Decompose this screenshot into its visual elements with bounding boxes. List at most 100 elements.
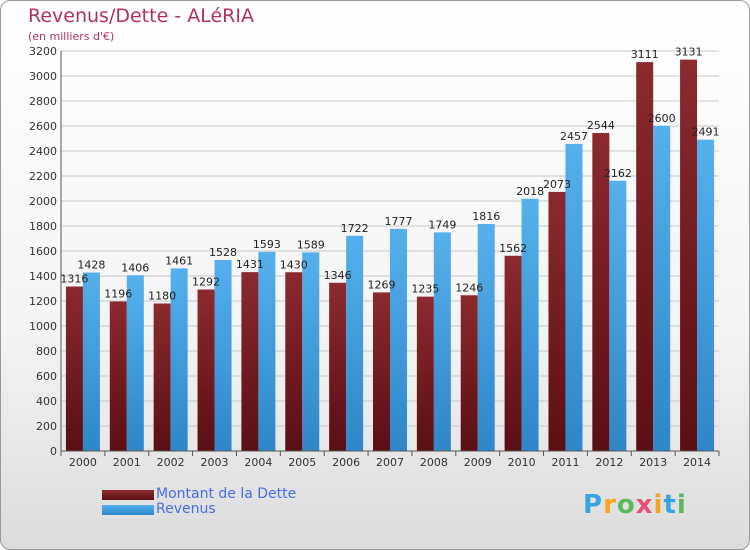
bar-debt xyxy=(109,301,127,451)
logo-letter: i xyxy=(676,490,687,520)
data-label-debt: 3111 xyxy=(631,48,659,61)
y-tick-label: 1200 xyxy=(29,295,57,308)
x-tick-label: 2003 xyxy=(201,456,229,469)
bar-debt xyxy=(65,286,83,451)
legend-label-debt: Montant de la Dette xyxy=(156,486,297,502)
data-label-debt: 2073 xyxy=(543,178,571,191)
x-tick-label: 2014 xyxy=(683,456,711,469)
x-tick-label: 2011 xyxy=(551,456,579,469)
data-label-revenue: 1777 xyxy=(385,215,413,228)
data-label-debt: 1562 xyxy=(499,242,527,255)
data-label-debt: 1180 xyxy=(148,290,176,303)
bar-revenue xyxy=(82,272,100,451)
x-tick-label: 2001 xyxy=(113,456,141,469)
data-label-debt: 1292 xyxy=(192,276,220,289)
bar-debt xyxy=(197,289,215,451)
bar-debt xyxy=(241,272,259,451)
x-tick-label: 2012 xyxy=(595,456,623,469)
y-tick-label: 2200 xyxy=(29,170,57,183)
x-tick-label: 2002 xyxy=(157,456,185,469)
bar-revenue xyxy=(477,224,495,451)
x-tick-label: 2007 xyxy=(376,456,404,469)
legend-label-revenue: Revenus xyxy=(156,501,216,517)
y-tick-label: 2600 xyxy=(29,120,57,133)
data-label-debt: 1235 xyxy=(411,283,439,296)
bar-debt xyxy=(329,282,347,451)
data-label-revenue: 1749 xyxy=(428,218,456,231)
data-label-debt: 1269 xyxy=(368,278,396,291)
bar-revenue xyxy=(170,268,188,451)
data-label-debt: 1316 xyxy=(60,273,88,286)
bar-revenue xyxy=(433,232,451,451)
data-label-debt: 1196 xyxy=(104,288,132,301)
y-tick-label: 200 xyxy=(36,420,57,433)
data-label-debt: 2544 xyxy=(587,119,615,132)
data-label-revenue: 1406 xyxy=(121,261,149,274)
data-label-debt: 1431 xyxy=(236,258,264,271)
logo-letter: P xyxy=(583,490,604,520)
data-label-revenue: 1428 xyxy=(77,259,105,272)
bar-revenue xyxy=(521,198,539,451)
y-tick-label: 2800 xyxy=(29,95,57,108)
bar-revenue xyxy=(697,139,715,451)
data-label-revenue: 1722 xyxy=(341,222,369,235)
data-label-revenue: 2018 xyxy=(516,185,544,198)
bar-debt xyxy=(460,295,478,451)
chart-subtitle: (en milliers d'€) xyxy=(28,30,115,43)
data-label-revenue: 2600 xyxy=(648,112,676,125)
y-tick-label: 1800 xyxy=(29,220,57,233)
bar-revenue xyxy=(653,126,671,451)
data-label-revenue: 1528 xyxy=(209,246,237,259)
data-label-debt: 3131 xyxy=(675,46,703,59)
y-tick-label: 1000 xyxy=(29,320,57,333)
bar-debt xyxy=(636,62,654,451)
bar-revenue xyxy=(126,275,144,451)
logo-letter: t xyxy=(663,490,677,520)
y-tick-label: 400 xyxy=(36,395,57,408)
x-tick-label: 2009 xyxy=(464,456,492,469)
bar-revenue xyxy=(565,143,583,451)
y-tick-label: 2000 xyxy=(29,195,57,208)
y-tick-label: 1600 xyxy=(29,245,57,258)
bar-revenue xyxy=(302,252,320,451)
data-label-debt: 1346 xyxy=(324,269,352,282)
bar-revenue xyxy=(214,260,232,451)
bar-debt xyxy=(504,255,522,451)
data-label-revenue: 1816 xyxy=(472,210,500,223)
bar-revenue xyxy=(346,235,364,451)
y-tick-label: 3200 xyxy=(29,45,57,58)
bar-debt xyxy=(680,59,698,451)
x-tick-label: 2004 xyxy=(244,456,272,469)
data-label-revenue: 1593 xyxy=(253,238,281,251)
bar-revenue xyxy=(258,251,276,451)
y-tick-label: 800 xyxy=(36,345,57,358)
x-tick-label: 2008 xyxy=(420,456,448,469)
data-label-revenue: 2457 xyxy=(560,130,588,143)
logo-letter: o xyxy=(616,490,636,520)
data-label-debt: 1246 xyxy=(455,281,483,294)
y-tick-label: 1400 xyxy=(29,270,57,283)
data-label-revenue: 1589 xyxy=(297,238,325,251)
x-tick-label: 2006 xyxy=(332,456,360,469)
bar-debt xyxy=(592,133,610,451)
bar-debt xyxy=(373,292,390,451)
data-label-revenue: 2491 xyxy=(692,126,720,139)
bar-debt xyxy=(285,272,303,451)
proxiti-logo: Proxiti xyxy=(583,490,687,520)
bar-debt xyxy=(548,191,566,451)
logo-letter: r xyxy=(603,490,617,520)
y-tick-label: 600 xyxy=(36,370,57,383)
y-tick-label: 3000 xyxy=(29,70,57,83)
bar-debt xyxy=(153,303,171,451)
bar-debt xyxy=(416,296,434,451)
x-tick-label: 2005 xyxy=(288,456,316,469)
logo-letter: x xyxy=(635,490,654,520)
x-tick-label: 2000 xyxy=(69,456,97,469)
chart-title: Revenus/Dette - ALéRIA xyxy=(28,5,254,27)
bar-revenue xyxy=(390,228,407,451)
x-tick-label: 2013 xyxy=(639,456,667,469)
bar-revenue xyxy=(609,180,627,451)
legend-swatch-revenue xyxy=(102,505,154,515)
